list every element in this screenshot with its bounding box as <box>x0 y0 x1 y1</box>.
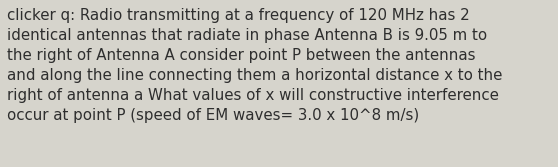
Text: clicker q: Radio transmitting at a frequency of 120 MHz has 2
identical antennas: clicker q: Radio transmitting at a frequ… <box>7 8 503 123</box>
